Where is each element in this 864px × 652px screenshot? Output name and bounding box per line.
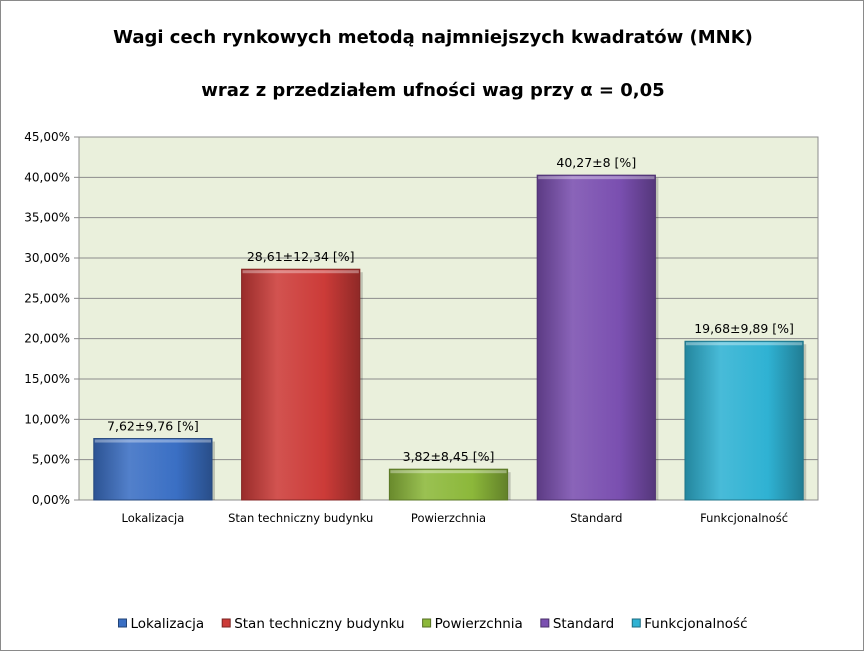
bar-highlight [94,439,212,443]
legend-label: Funkcjonalność [644,616,747,632]
y-tick-label: 20,00% [24,332,70,346]
bar-lokalizacja [93,438,213,501]
plot-area: 0,00% 5,00% 10,00% 15,00% 20,00% 25,00% 30,00%… [24,130,819,525]
data-label: 28,61±12,34 [%] [247,249,355,264]
legend-label: Lokalizacja [130,616,204,632]
legend-item: Powierzchnia [422,616,523,632]
data-label: 7,62±9,76 [%] [107,419,199,434]
bar-standard [536,174,656,501]
data-label: 40,27±8 [%] [556,155,636,170]
legend-label: Powierzchnia [435,616,523,632]
legend-swatch [540,618,550,628]
y-tick-label: 10,00% [24,412,70,426]
data-label: 19,68±9,89 [%] [694,321,794,336]
x-tick-label: Funkcjonalność [700,511,788,525]
legend-swatch [631,618,641,628]
legend-item: Lokalizacja [117,616,204,632]
y-tick-label: 35,00% [24,211,70,225]
legend-item: Stan techniczny budynku [221,616,405,632]
bar-highlight [242,270,359,274]
x-tick-label: Lokalizacja [122,511,185,525]
y-tick-label: 25,00% [24,291,70,305]
x-tick-label: Standard [570,511,622,525]
legend-item: Funkcjonalność [631,616,748,632]
chart-subtitle: wraz z przedziałem ufności wag przy α = … [201,80,664,101]
y-tick-label: 40,00% [24,170,70,184]
y-tick-label: 0,00% [32,493,70,507]
legend-swatch [422,618,432,628]
bar-highlight [390,470,507,474]
bar-powierzchnia [388,468,509,501]
bar-highlight [685,342,803,346]
legend-label: Stan techniczny budynku [234,616,404,632]
y-tick-label: 45,00% [24,130,70,144]
x-tick-label: Powierzchnia [411,511,486,525]
bar-funkcjonalność [684,340,804,501]
data-label: 3,82±8,45 [%] [403,449,495,464]
bar-highlight [538,176,655,180]
legend-label: Standard [553,616,614,632]
y-tick-label: 15,00% [24,372,70,386]
y-tick-label: 30,00% [24,251,70,265]
legend-swatch [117,618,127,628]
x-tick-label: Stan techniczny budynku [228,511,373,525]
legend-swatch [221,618,231,628]
bar-stan-techniczny-budynku [241,268,361,501]
legend-item: Standard [540,616,614,632]
y-tick-label: 5,00% [32,453,70,467]
chart-title: Wagi cech rynkowych metodą najmniejszych… [113,27,753,48]
legend: Lokalizacja Stan techniczny budynku Powier… [117,616,748,632]
